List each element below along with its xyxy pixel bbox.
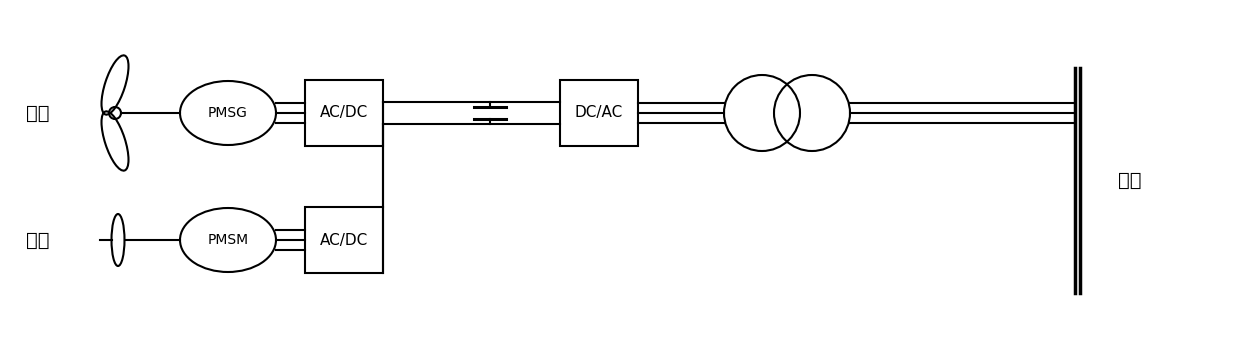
Text: 风轮: 风轮 (26, 103, 50, 122)
Bar (305, 80, 383, 146)
Bar (560, 80, 639, 146)
Text: PMSG: PMSG (208, 106, 248, 120)
Text: 电网: 电网 (1118, 171, 1142, 190)
Text: AC/DC: AC/DC (320, 106, 368, 120)
Text: 飞轮: 飞轮 (26, 231, 50, 250)
Text: DC/AC: DC/AC (575, 106, 624, 120)
Text: AC/DC: AC/DC (320, 233, 368, 247)
Text: PMSM: PMSM (207, 233, 248, 247)
Bar (305, 207, 383, 273)
